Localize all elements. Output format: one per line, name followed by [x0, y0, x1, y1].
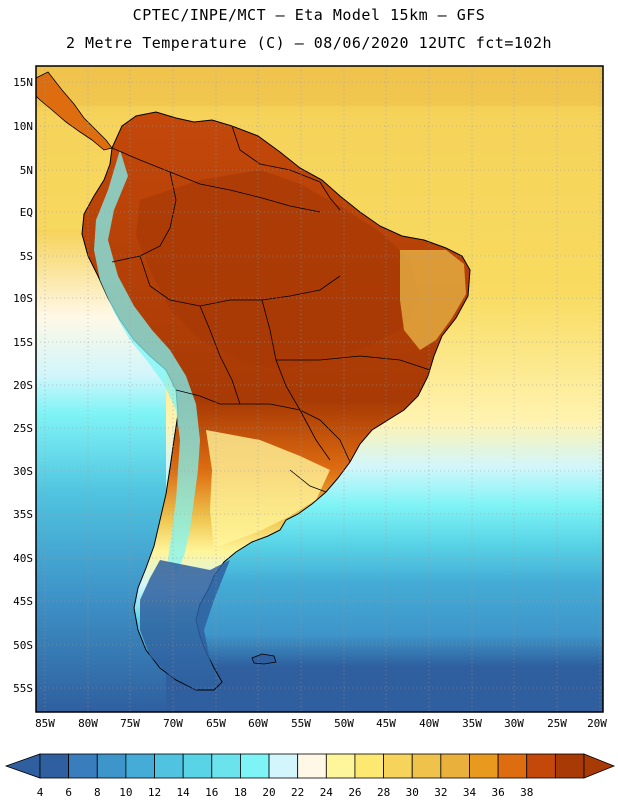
colorbar-tick-label: 22	[291, 786, 304, 799]
country-borders	[111, 125, 431, 493]
colorbar-cell	[154, 753, 184, 779]
colorbar-cell	[354, 753, 384, 779]
colorbar-cell	[497, 753, 528, 779]
colorbar-low-arrow	[4, 753, 41, 779]
lat-label: 5S	[20, 250, 33, 263]
lon-label: 40W	[419, 717, 439, 730]
colorbar-cell	[325, 753, 356, 779]
lon-label: 80W	[78, 717, 98, 730]
colorbar-cell	[411, 753, 442, 779]
falkland-islands	[251, 653, 277, 665]
colorbar-tick-label: 8	[94, 786, 101, 799]
colorbar-tick-label: 38	[520, 786, 533, 799]
colorbar-cell	[182, 753, 213, 779]
latitude-labels: 15N 10N 5N EQ 5S 10S 15S 20S 25S 30S 35S…	[13, 76, 33, 695]
colorbar-tick-label: 24	[320, 786, 334, 799]
lat-label: 10N	[13, 120, 33, 133]
colorbar-cell	[554, 753, 585, 779]
colorbar-tick-label: 28	[377, 786, 390, 799]
lon-label: 25W	[547, 717, 567, 730]
lat-label: 25S	[13, 422, 33, 435]
colorbar-tick-label: 30	[406, 786, 419, 799]
longitude-labels: 85W 80W 75W 70W 65W 60W 55W 50W 45W 40W …	[35, 717, 607, 730]
lon-label: 85W	[35, 717, 55, 730]
colorbar-cells	[39, 753, 585, 779]
colorbar-tick-label: 10	[119, 786, 132, 799]
lon-label: 70W	[163, 717, 183, 730]
colorbar-tick-label: 4	[37, 786, 44, 799]
andes-cool-strip	[94, 150, 200, 574]
lat-label: 15S	[13, 336, 33, 349]
colorbar-cell	[526, 753, 556, 779]
colorbar-cell	[68, 753, 98, 779]
colorbar-cell	[125, 753, 155, 779]
colorbar-cell	[383, 753, 413, 779]
lon-label: 20W	[587, 717, 607, 730]
colorbar-cell	[240, 753, 270, 779]
colorbar-cell	[440, 753, 470, 779]
lat-label: 10S	[13, 292, 33, 305]
patagonia-cold-zone	[140, 560, 230, 690]
lat-label: 15N	[13, 76, 33, 89]
colorbar-cell	[469, 753, 499, 779]
colorbar-tick-label: 32	[434, 786, 447, 799]
lon-label: 45W	[376, 717, 396, 730]
lon-label: 50W	[334, 717, 354, 730]
colorbar-high-arrow	[583, 753, 616, 779]
colorbar-tick-label: 16	[205, 786, 218, 799]
lat-label: EQ	[20, 206, 33, 219]
colorbar-cell	[39, 753, 70, 779]
map-title-line1: CPTEC/INPE/MCT — Eta Model 15km — GFS	[132, 6, 486, 24]
lat-label: 55S	[13, 682, 33, 695]
colorbar-cell	[96, 753, 127, 779]
lat-label: 45S	[13, 595, 33, 608]
colorbar-tick-label: 12	[148, 786, 161, 799]
argentina-mild-zone	[206, 430, 330, 548]
colorbar-tick-label: 26	[348, 786, 361, 799]
lon-label: 30W	[504, 717, 524, 730]
central-america	[36, 71, 113, 151]
colorbar-cell	[297, 753, 327, 779]
colorbar-tick-label: 6	[65, 786, 72, 799]
lat-label: 5N	[20, 164, 33, 177]
colorbar-ticks: 4 6 8 10 12 14 16 18 20 22 24 26 28 30 32 34 36 38	[37, 786, 534, 799]
lat-label: 50S	[13, 639, 33, 652]
lat-label: 35S	[13, 508, 33, 521]
lon-label: 55W	[291, 717, 311, 730]
caribbean-warm-band	[36, 66, 603, 106]
lat-label: 40S	[13, 552, 33, 565]
amazon-hot-core	[136, 170, 420, 370]
lon-label: 60W	[248, 717, 268, 730]
lon-label: 35W	[462, 717, 482, 730]
colorbar-tick-label: 18	[234, 786, 247, 799]
map-frame	[35, 65, 604, 713]
colorbar-tick-label: 20	[262, 786, 275, 799]
colorbar: 4 6 8 10 12 14 16 18 20 22 24 26 28 30 32 34 36 38	[4, 753, 616, 799]
colorbar-tick-label: 36	[491, 786, 504, 799]
colorbar-tick-label: 14	[177, 786, 191, 799]
northeast-brazil-warm	[400, 250, 466, 350]
map-title-line2: 2 Metre Temperature (C) — 08/06/2020 12U…	[65, 34, 553, 52]
lon-label: 65W	[206, 717, 226, 730]
colorbar-cell	[211, 753, 241, 779]
colorbar-tick-label: 34	[463, 786, 477, 799]
colorbar-cell	[268, 753, 299, 779]
graticule	[36, 66, 603, 712]
lat-label: 30S	[13, 465, 33, 478]
lon-label: 75W	[120, 717, 140, 730]
lat-label: 20S	[13, 379, 33, 392]
